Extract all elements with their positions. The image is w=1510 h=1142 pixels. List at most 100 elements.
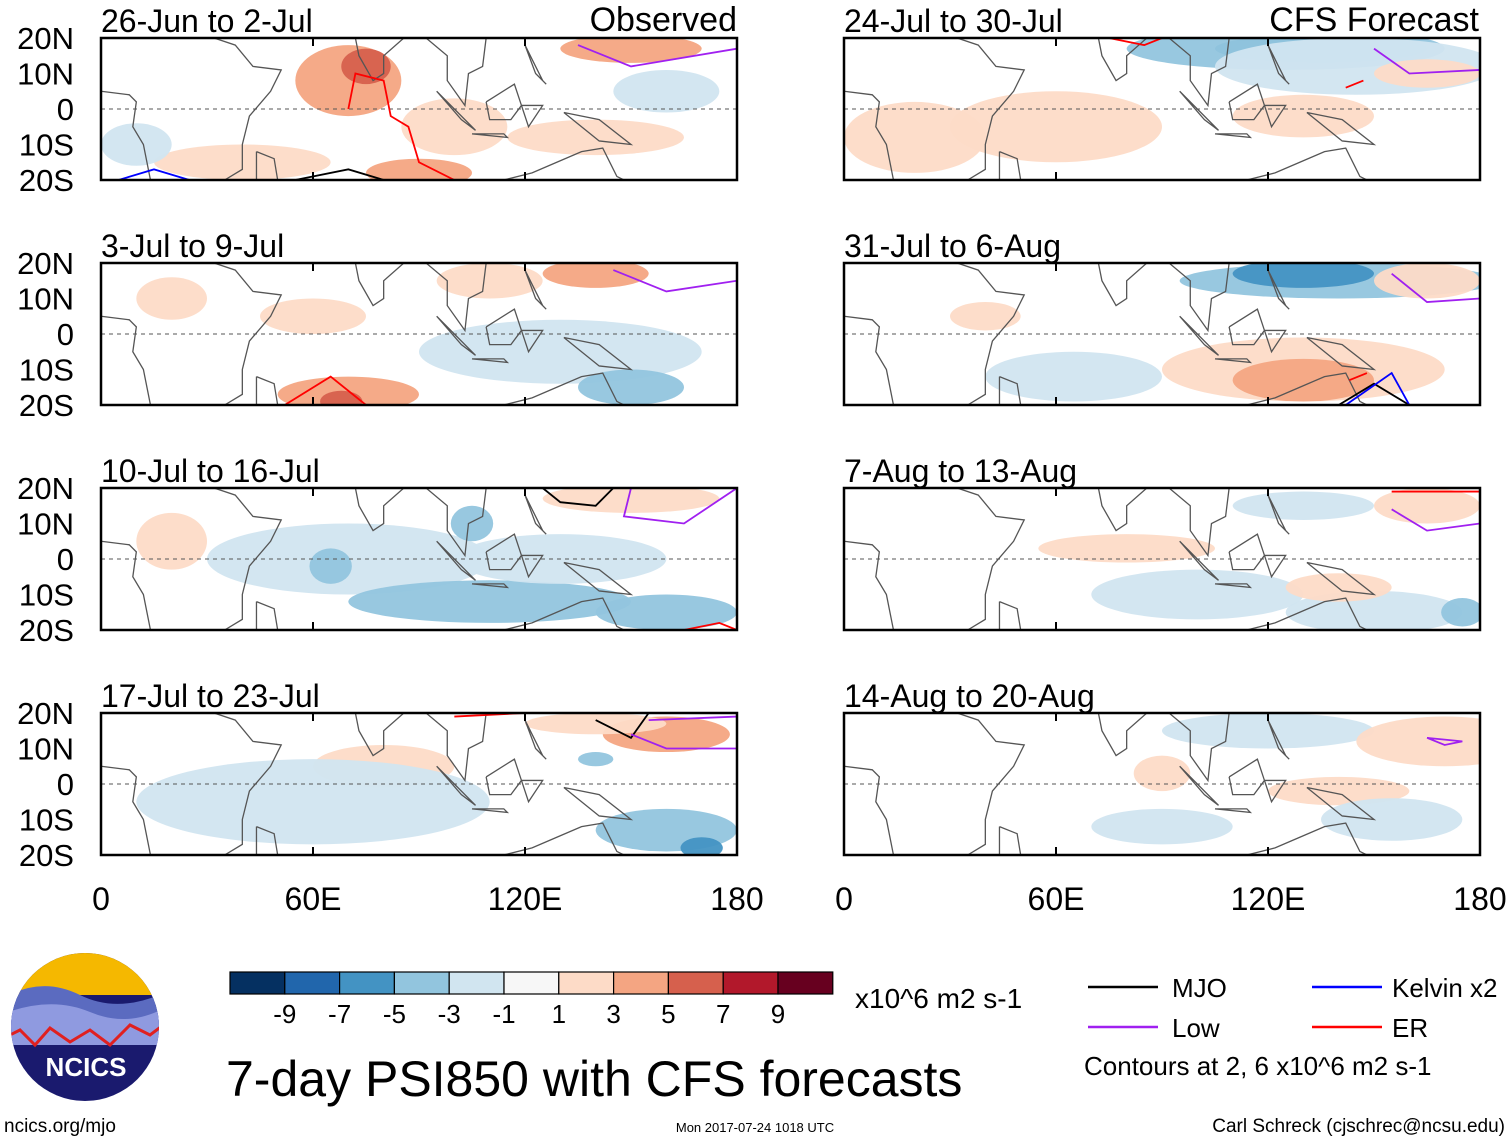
wave-contour bbox=[118, 168, 190, 180]
coastline bbox=[1214, 808, 1253, 814]
anomaly-region bbox=[525, 713, 667, 735]
coastline bbox=[1168, 713, 1230, 783]
coastline bbox=[844, 90, 895, 180]
coastline bbox=[844, 765, 895, 855]
coastline bbox=[471, 583, 510, 589]
anomaly-region bbox=[260, 298, 366, 334]
coastline bbox=[425, 38, 487, 108]
anomaly-region bbox=[1133, 755, 1191, 792]
lat-tick-label: 20N bbox=[17, 246, 74, 281]
anomaly-region bbox=[436, 263, 543, 299]
coastline bbox=[255, 825, 279, 855]
lat-tick-label: 10S bbox=[19, 353, 74, 388]
figure-title: 7-day PSI850 with CFS forecasts bbox=[226, 1051, 962, 1107]
legend-low-label: Low bbox=[1172, 1013, 1220, 1043]
coastline bbox=[302, 38, 405, 82]
map-frame bbox=[99, 486, 739, 632]
coastline bbox=[101, 540, 152, 630]
colorbar-swatch bbox=[503, 971, 560, 995]
lat-tick-label: 0 bbox=[57, 767, 74, 802]
coastline bbox=[1246, 822, 1368, 855]
coastline bbox=[101, 315, 152, 405]
coastline bbox=[436, 540, 476, 581]
coastline bbox=[1306, 561, 1377, 596]
anomaly-region bbox=[1232, 94, 1375, 138]
anomaly-region bbox=[1091, 808, 1233, 845]
coastline bbox=[1045, 713, 1148, 757]
anomaly-region bbox=[1232, 358, 1375, 402]
forecast-label: CFS Forecast bbox=[1269, 1, 1479, 39]
wave-contour bbox=[1345, 79, 1364, 89]
coastline bbox=[1306, 786, 1377, 821]
footer-url[interactable]: ncics.org/mjo bbox=[4, 1116, 116, 1137]
coastline bbox=[998, 375, 1022, 405]
lat-tick-label: 20N bbox=[17, 471, 74, 506]
coastline bbox=[524, 494, 547, 535]
anomaly-region bbox=[844, 101, 986, 173]
panel-date-label: 10-Jul to 16-Jul bbox=[101, 453, 320, 489]
anomaly-region bbox=[1038, 534, 1215, 563]
coastline bbox=[524, 269, 547, 310]
footer-timestamp: Mon 2017-07-24 1018 UTC bbox=[676, 1120, 834, 1135]
coastline bbox=[471, 808, 510, 814]
coastline bbox=[471, 133, 510, 139]
coastline bbox=[213, 263, 283, 405]
coastline bbox=[1263, 554, 1287, 579]
anomaly-region bbox=[401, 98, 508, 156]
lat-tick-label: 10N bbox=[17, 57, 74, 92]
wave-contour bbox=[1345, 371, 1411, 405]
colorbar-swatch bbox=[284, 971, 341, 995]
wave-contour bbox=[1426, 736, 1463, 746]
panel-date-label: 14-Aug to 20-Aug bbox=[844, 678, 1095, 714]
colorbar-tick-label: 3 bbox=[606, 999, 620, 1029]
map-panel: 31-Jul to 6-Aug bbox=[842, 228, 1482, 407]
coastline bbox=[1246, 372, 1368, 405]
colorbar-tick-label: -3 bbox=[438, 999, 461, 1029]
lat-tick-label: 20S bbox=[19, 163, 74, 198]
map-frame bbox=[842, 486, 1482, 632]
colorbar-tick-label: 7 bbox=[716, 999, 730, 1029]
lat-tick-label: 20S bbox=[19, 388, 74, 423]
legend-kelvin-label: Kelvin x2 bbox=[1392, 973, 1498, 1003]
coastline bbox=[1306, 336, 1377, 371]
coastline bbox=[956, 263, 1026, 405]
anomaly-region bbox=[136, 277, 207, 320]
coastline bbox=[1214, 133, 1253, 139]
map-frame bbox=[842, 711, 1482, 857]
anomaly-region bbox=[1162, 713, 1374, 749]
colorbar-tick-label: -5 bbox=[383, 999, 406, 1029]
coastline bbox=[213, 38, 283, 180]
lat-tick-label: 20N bbox=[17, 21, 74, 56]
coastline bbox=[485, 533, 523, 571]
wave-contour bbox=[1348, 372, 1368, 381]
wave-contour bbox=[577, 44, 737, 68]
lat-tick-label: 20S bbox=[19, 838, 74, 873]
wave-contour bbox=[595, 713, 650, 740]
colorbar-swatch bbox=[612, 971, 669, 995]
coastline bbox=[524, 44, 547, 85]
map-panel: 14-Aug to 20-Aug 0 60E 120E 180 bbox=[835, 678, 1507, 917]
wave-contour bbox=[622, 488, 737, 525]
coastline bbox=[1228, 308, 1266, 346]
panel-date-label: 17-Jul to 23-Jul bbox=[101, 678, 320, 714]
coastline bbox=[101, 90, 152, 180]
coastline bbox=[1179, 315, 1219, 356]
coastline bbox=[1228, 758, 1266, 796]
coastline bbox=[425, 488, 487, 558]
colorbar-swatch bbox=[448, 971, 505, 995]
coastline bbox=[1267, 719, 1290, 760]
logo-text: NCICS bbox=[46, 1052, 127, 1082]
coastline bbox=[1228, 533, 1266, 571]
anomaly-region bbox=[578, 752, 614, 767]
coastline bbox=[255, 150, 279, 180]
coastline bbox=[436, 315, 476, 356]
colorbar-swatch bbox=[777, 971, 834, 995]
coastline bbox=[1168, 38, 1230, 108]
coastline bbox=[1228, 83, 1266, 121]
coastline bbox=[485, 758, 523, 796]
anomaly-region bbox=[341, 48, 391, 85]
anomaly-region bbox=[542, 263, 649, 288]
